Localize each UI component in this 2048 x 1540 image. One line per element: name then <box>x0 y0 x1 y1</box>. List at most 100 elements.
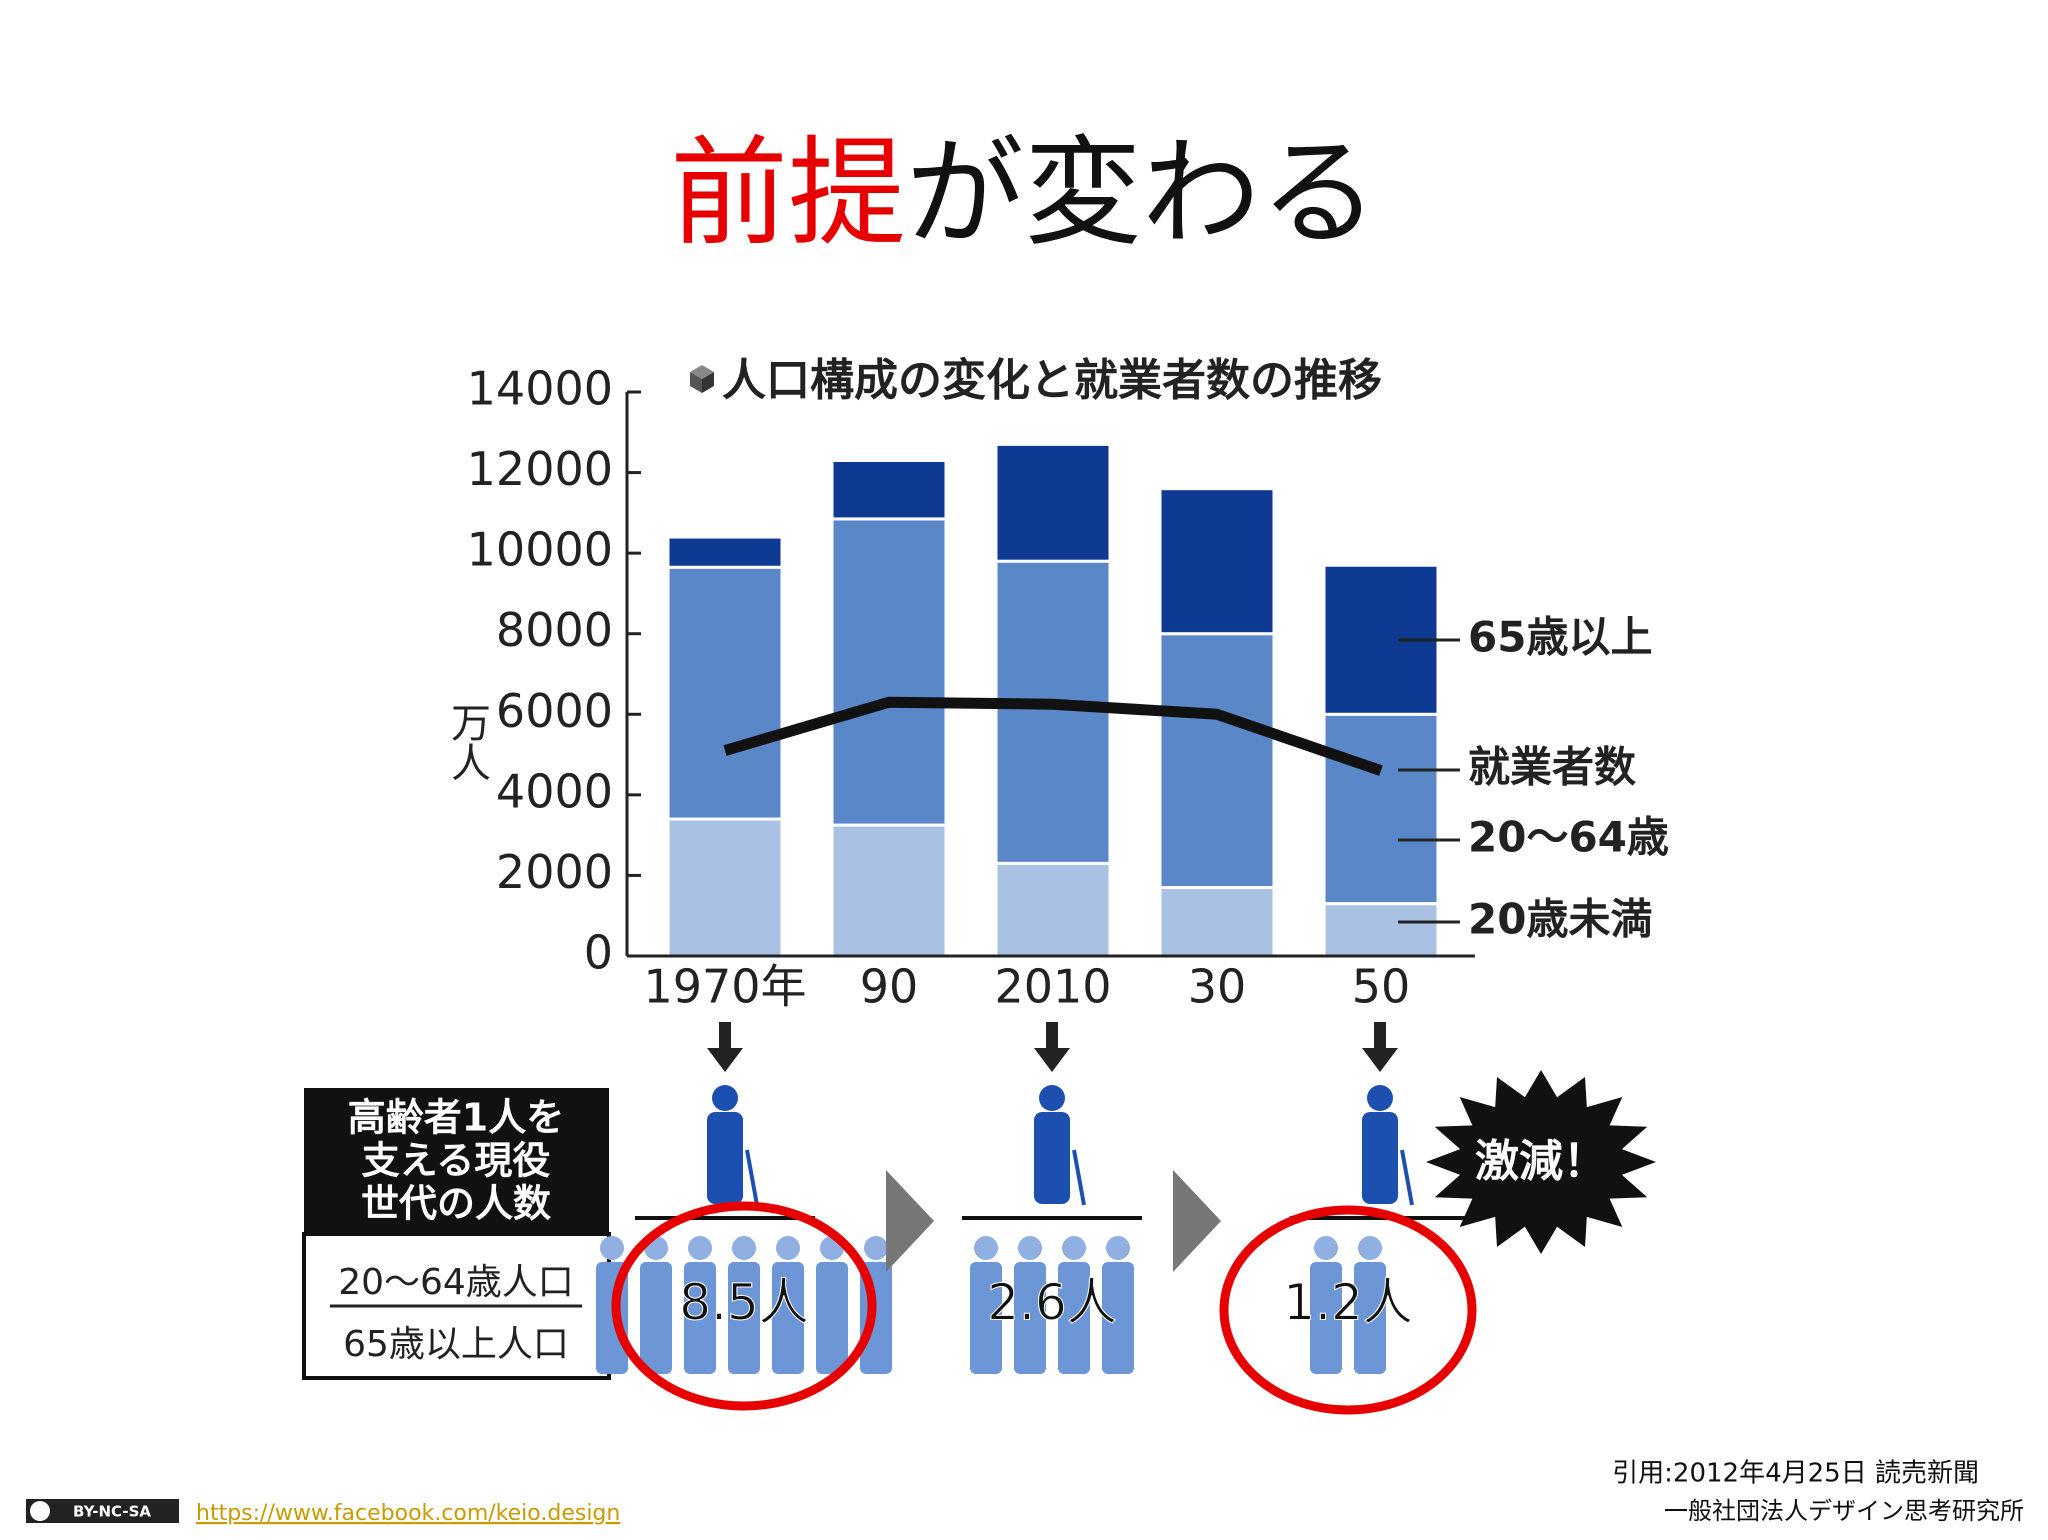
worker-body <box>772 1262 804 1374</box>
title-highlight: 前提 <box>670 124 906 262</box>
worker-head <box>688 1236 712 1260</box>
highlight-circle <box>611 1201 877 1411</box>
worker-head <box>1062 1236 1086 1260</box>
y-axis-label: 万人 <box>444 702 490 782</box>
worker-body <box>684 1262 716 1374</box>
denominator: 65歳以上人口 <box>343 1324 569 1365</box>
x-tick-label: 50 <box>1352 960 1411 1014</box>
ratio-value: 1.2人 <box>1283 1274 1413 1332</box>
worker-body <box>1014 1262 1046 1374</box>
x-tick-label: 2010 <box>994 960 1111 1014</box>
starburst <box>1426 1070 1656 1254</box>
bar-segment <box>666 817 784 958</box>
ratio-value: 2.6人 <box>987 1274 1117 1332</box>
chevron <box>1173 1170 1221 1272</box>
bar-segment <box>1322 902 1440 958</box>
cane <box>1072 1149 1086 1206</box>
y-tick-label: 4000 <box>496 764 613 818</box>
worker-head <box>600 1236 624 1260</box>
x-tick-label: 90 <box>860 960 919 1014</box>
infographic: 高齢者1人を 支える現役 世代の人数 20〜64歳人口 65歳以上人口 8.5人… <box>302 1022 1656 1415</box>
bar-segment <box>1322 712 1440 906</box>
bar-segment <box>830 517 948 827</box>
arrow-shaft <box>719 1022 731 1050</box>
alert: 激減！ <box>1475 1136 1607 1187</box>
elder-head <box>1367 1085 1393 1111</box>
arrow-head <box>707 1048 743 1072</box>
legend-label: 就業者数 <box>1468 743 1636 792</box>
heading-line: 支える現役 <box>362 1139 551 1183</box>
elder-head <box>712 1085 738 1111</box>
chevron <box>886 1170 934 1272</box>
arrow-shaft <box>1374 1022 1386 1050</box>
cane <box>745 1149 759 1206</box>
worker-head <box>864 1236 888 1260</box>
worker-head <box>1018 1236 1042 1260</box>
y-tick-label: 14000 <box>467 362 613 416</box>
y-tick-label: 8000 <box>496 603 613 657</box>
link[interactable]: https://www.facebook.com/keio.design <box>196 1501 620 1526</box>
y-tick-label: 12000 <box>467 442 613 496</box>
bar-segment <box>994 559 1112 865</box>
y-tick-label: 0 <box>584 926 613 980</box>
heading-line: 世代の人数 <box>361 1182 551 1226</box>
ratio-value: 8.5人 <box>679 1274 809 1332</box>
worker-body <box>1102 1262 1134 1374</box>
footer: 引用:2012年4月25日 読売新聞 一般社団法人デザイン思考研究所 BY-NC… <box>26 1459 2024 1526</box>
organization: 一般社団法人デザイン思考研究所 <box>1664 1497 2024 1525</box>
heading-box <box>304 1088 609 1234</box>
worker-body <box>728 1262 760 1374</box>
worker-head <box>1314 1236 1338 1260</box>
bar-segment <box>666 565 784 821</box>
elder-body <box>1034 1112 1070 1204</box>
legend-label: 20〜64歳 <box>1468 813 1669 862</box>
worker-body <box>1310 1262 1342 1374</box>
citation: 引用:2012年4月25日 読売新聞 <box>1612 1459 1979 1489</box>
elder-body <box>707 1112 743 1204</box>
worker-head <box>776 1236 800 1260</box>
y-tick-label: 6000 <box>496 684 613 738</box>
highlight-circle <box>1219 1205 1477 1415</box>
license: BY-NC-SA <box>73 1503 151 1521</box>
worker-body <box>816 1262 848 1374</box>
elder-body <box>1362 1112 1398 1204</box>
bar-segment <box>994 861 1112 958</box>
arrow-shaft <box>1046 1022 1058 1050</box>
x-tick-label: 1970年 <box>643 960 806 1014</box>
worker-body <box>1354 1262 1386 1374</box>
chart-title: 人口構成の変化と就業者数の推移 <box>722 355 1382 406</box>
worker-body <box>970 1262 1002 1374</box>
worker-head <box>1358 1236 1382 1260</box>
cube-icon <box>690 365 714 393</box>
numerator: 20〜64歳人口 <box>338 1262 574 1303</box>
x-tick-label: 30 <box>1188 960 1247 1014</box>
line-series <box>723 696 1383 776</box>
heading-line: 高齢者1人を <box>348 1096 564 1140</box>
y-tick-label: 2000 <box>496 845 613 899</box>
worker-head <box>732 1236 756 1260</box>
title-rest: が変わる <box>906 124 1378 262</box>
cc-icon <box>30 1501 50 1521</box>
license-badge <box>26 1499 179 1523</box>
bar-segment <box>830 823 948 958</box>
arrow-head <box>1034 1048 1070 1072</box>
worker-head <box>974 1236 998 1260</box>
legend-label: 20歳未満 <box>1468 895 1652 944</box>
bar-segment <box>1158 886 1276 958</box>
slide-title: 前提が変わる <box>670 124 1378 262</box>
bar-segment <box>666 535 784 569</box>
bar-segment <box>1158 487 1276 636</box>
y-tick-label: 10000 <box>467 523 613 577</box>
worker-head <box>1106 1236 1130 1260</box>
bar-segment <box>994 442 1112 563</box>
worker-body <box>640 1262 672 1374</box>
legend-label: 65歳以上 <box>1468 613 1652 662</box>
chart: 0 2000 4000 6000 8000 10000 12000 14000 1970年 90 2… <box>467 362 1669 1014</box>
worker-body <box>1058 1262 1090 1374</box>
bar-segment <box>1158 632 1276 890</box>
elder-head <box>1039 1085 1065 1111</box>
cane <box>1400 1149 1414 1206</box>
arrow-head <box>1362 1048 1398 1072</box>
